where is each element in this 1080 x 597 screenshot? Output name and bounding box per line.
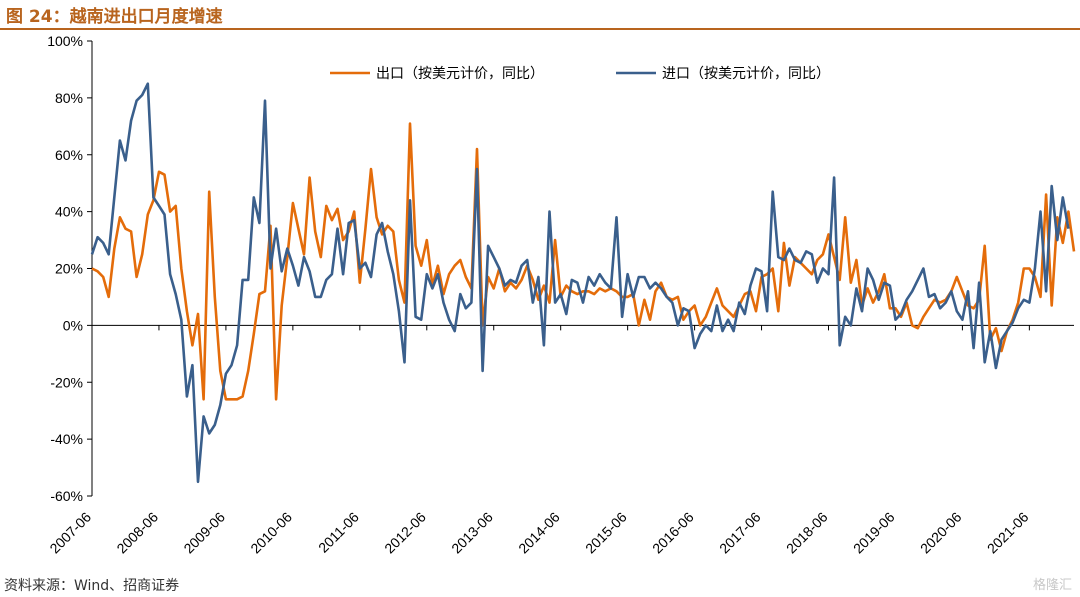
x-tick-label: 2019-06 xyxy=(850,509,898,557)
y-tick-label: 100% xyxy=(47,33,83,49)
export-series-line xyxy=(91,122,1076,401)
x-tick-label: 2014-06 xyxy=(515,509,563,557)
x-tick-label: 2018-06 xyxy=(783,509,831,557)
y-tick-labels: -60% -40% -20% 0% 20% 40% 60% 80% 100% xyxy=(47,33,83,504)
x-tick-label: 2013-06 xyxy=(448,509,496,557)
x-tick-label: 2007-06 xyxy=(46,509,94,557)
x-tick-label: 2015-06 xyxy=(582,509,630,557)
x-tick-labels: 2007-06 2008-06 2009-06 2010-06 2011-06 2012-… xyxy=(46,509,1031,557)
y-tick-label: -20% xyxy=(50,374,83,390)
x-tick-label: 2010-06 xyxy=(247,509,295,557)
x-tick-label: 2016-06 xyxy=(649,509,697,557)
y-tick-label: -60% xyxy=(50,488,83,504)
y-tick-label: 40% xyxy=(55,204,83,220)
x-tick-label: 2020-06 xyxy=(917,509,965,557)
figure-title: 图 24：越南进出口月度增速 xyxy=(6,7,223,27)
y-tick-label: -40% xyxy=(50,431,83,447)
line-chart: -60%-40%-20%0%20%40%60%80%100% 2007-06 20… xyxy=(46,33,1076,557)
x-tick-label: 2012-06 xyxy=(381,509,429,557)
title-rule xyxy=(0,28,1080,30)
x-tick-label: 2008-06 xyxy=(113,509,161,557)
x-tick-label: 2021-06 xyxy=(984,509,1032,557)
legend: 出口（按美元计价，同比） 进口（按美元计价，同比） xyxy=(330,66,830,82)
legend-export-label: 出口（按美元计价，同比） xyxy=(376,66,544,82)
x-tick-label: 2011-06 xyxy=(315,509,362,556)
axes xyxy=(87,40,1074,497)
y-tick-label: 0% xyxy=(63,317,83,333)
series-lines xyxy=(90,82,1076,484)
y-tick-label: 60% xyxy=(55,147,83,163)
y-tick-label: 20% xyxy=(55,261,83,277)
x-tick-label: 2009-06 xyxy=(180,509,228,557)
source-note: 资料来源：Wind、招商证券 xyxy=(4,578,180,594)
import-series-line xyxy=(90,82,1070,484)
watermark: 格隆汇 xyxy=(1032,578,1072,593)
y-tick-label: 80% xyxy=(55,90,83,106)
legend-import-label: 进口（按美元计价，同比） xyxy=(662,66,830,82)
x-tick-label: 2017-06 xyxy=(716,509,764,557)
